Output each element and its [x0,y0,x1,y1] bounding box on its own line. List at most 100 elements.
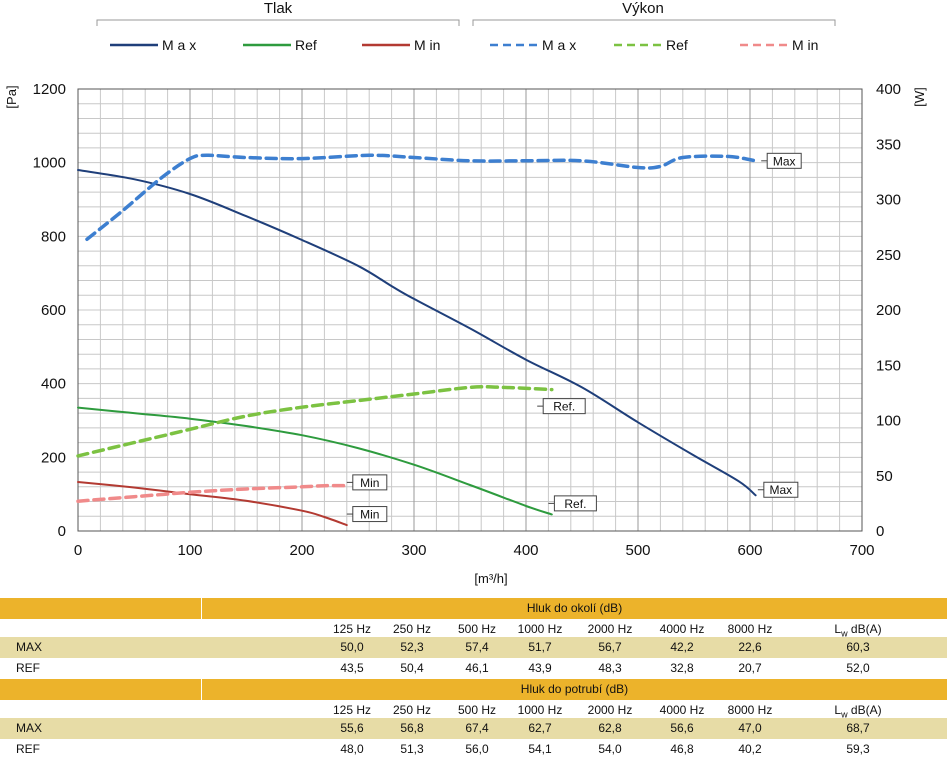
annotation-box [763,481,799,498]
table-header-lw: Lw dB(A) [834,703,881,719]
series-max-pressure [77,169,757,497]
annotation-label: Min [360,476,379,490]
table-title-spacer [0,679,202,700]
y-right-tick-label: 50 [876,468,893,485]
table-cell: 57,4 [465,640,489,654]
lw-sub: w [841,628,848,639]
table-header-lw: Lw dB(A) [834,622,881,638]
y-right-tick-label: 200 [876,302,901,319]
table-header-cell: 8000 Hz [727,703,773,717]
annotation-box [352,506,388,523]
table-cell: 51,7 [528,640,552,654]
y-left-tick-label: 800 [41,228,66,245]
table-title: Hluk do okolí (dB) [526,601,623,615]
legend-group-headers: Tlak Výkon [96,0,836,26]
table-cell: 68,7 [846,721,870,735]
x-tick-label: 600 [737,542,762,559]
table-header-cell: 2000 Hz [587,703,633,717]
y-left-tick-label: 1200 [33,81,66,98]
table-header-cell: 250 Hz [392,703,432,717]
annotation-label: Max [770,483,793,497]
annotation-label: Ref. [553,400,575,414]
y-left-tick-label: 1000 [33,155,66,172]
table-row-label: REF [16,742,40,756]
table-cell: 42,2 [670,640,694,654]
table-row: REF 48,0 51,3 56,0 54,1 54,0 46,8 40,2 59,3 [0,739,947,760]
table-cell: 67,4 [465,721,489,735]
table-row: MAX 50,0 52,3 57,4 51,7 56,7 42,2 22,6 60,3 [0,637,947,658]
series-layer [76,153,758,527]
table-cell: 46,1 [465,661,489,675]
table-cell: 48,0 [340,742,364,756]
y-left-tick-label: 200 [41,449,66,466]
table-header-cell: 125 Hz [332,703,372,717]
annotation-label: Max [773,154,796,168]
y-right-tick-label: 400 [876,81,901,98]
annotation-box [766,152,802,169]
series-ref-power [76,385,554,458]
table-header-cell: 250 Hz [392,622,432,636]
group-header-tlak: Tlak [264,0,293,17]
table-cell: 52,3 [400,640,424,654]
legend-label-4: Ref [666,37,688,53]
table-cell: 55,6 [340,721,364,735]
y-right-tick-label: 100 [876,413,901,430]
table-cell: 52,0 [846,661,870,675]
legend-label-3: M a x [542,37,576,53]
table-row: MAX 55,6 56,8 67,4 62,7 62,8 56,6 47,0 68,7 [0,718,947,739]
table-header-cell: 2000 Hz [587,622,633,636]
table-cell: 20,7 [738,661,762,675]
y-right-tick-label: 300 [876,192,901,209]
series-max-power [85,153,758,242]
table-row-label: MAX [16,721,43,735]
legend-label-2: M in [414,37,440,53]
table-row-label: REF [16,661,40,675]
y-left-axis-title: [Pa] [4,85,19,108]
legend: M a x Ref M in M a x Ref M in [110,37,818,53]
x-axis-title: [m³/h] [474,571,507,586]
series-min-power [76,483,349,503]
table-row-label: MAX [16,640,43,654]
annotation-box [352,474,388,491]
table-cell: 47,0 [738,721,762,735]
annotation-label: Ref. [564,497,586,511]
x-tick-label: 0 [74,542,82,559]
table-header-cell: 8000 Hz [727,622,773,636]
y-right-tick-label: 350 [876,136,901,153]
table-cell: 50,0 [340,640,364,654]
legend-label-0: M a x [162,37,196,53]
table-cell: 62,8 [598,721,622,735]
table-header-cell: 1000 Hz [517,622,563,636]
y-left-tick-label: 0 [58,523,66,540]
fan-performance-chart: Tlak Výkon M a x Ref M in M a x Ref M in 0 100 2… [4,0,927,586]
x-tick-label: 500 [625,542,650,559]
annotation-box [542,398,586,415]
table-cell: 56,8 [400,721,424,735]
legend-label-1: Ref [295,37,317,53]
annotation-label: Min [360,508,379,522]
table-title: Hluk do potrubí (dB) [520,682,629,696]
table-cell: 60,3 [846,640,870,654]
lw-suffix: dB(A) [847,622,882,636]
table-cell: 56,0 [465,742,489,756]
lw-prefix: L [834,703,842,717]
table-cell: 22,6 [738,640,762,654]
lw-prefix: L [834,622,842,636]
lw-suffix: dB(A) [847,703,882,717]
table-title-row: Hluk do potrubí (dB) [0,679,947,700]
plot-frame [77,88,863,532]
table-cell: 32,8 [670,661,694,675]
table-title-row: Hluk do okolí (dB) [0,598,947,619]
group-header-vykon: Výkon [622,0,664,17]
table-cell: 40,2 [738,742,762,756]
table-cell: 62,7 [528,721,552,735]
table-header-cell: 4000 Hz [659,622,705,636]
table-cell: 56,7 [598,640,622,654]
table-header-cell: 500 Hz [457,622,497,636]
table-cell: 51,3 [400,742,424,756]
x-tick-label: 300 [401,542,426,559]
series-ref-pressure [77,406,553,516]
y-right-tick-label: 250 [876,247,901,264]
annotation-layer: Max Ref. Min Min Ref. Max [346,152,802,523]
y-left-tick-label: 600 [41,302,66,319]
